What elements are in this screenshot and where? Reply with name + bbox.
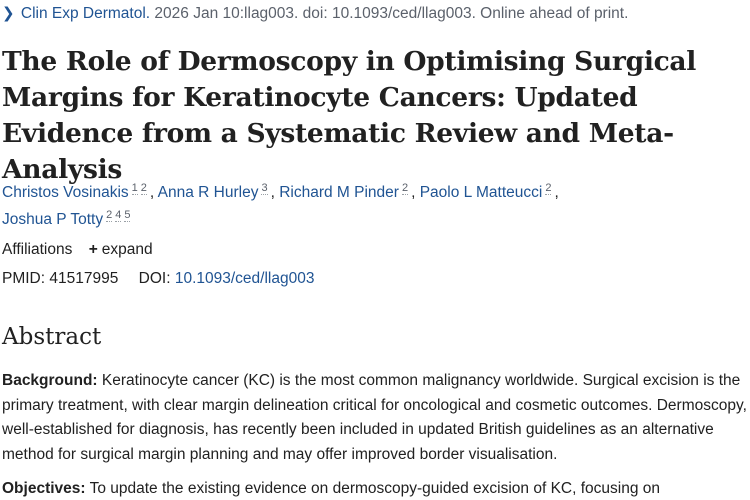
pmid-value: 41517995 [49, 270, 119, 287]
affiliation-ref[interactable]: 3 [261, 182, 268, 195]
abstract-heading: Abstract [2, 324, 102, 350]
citation-line: ❯ Clin Exp Dermatol. 2026 Jan 10:llag003… [2, 4, 628, 23]
abstract-objectives: Objectives: To update the existing evide… [2, 477, 750, 500]
affiliation-ref[interactable]: 5 [124, 209, 131, 222]
affiliation-ref[interactable]: 1 [131, 182, 138, 195]
author-link[interactable]: Richard M Pinder [279, 184, 399, 201]
author-separator: , [149, 184, 158, 201]
objectives-text: To update the existing evidence on dermo… [89, 480, 660, 497]
author-list: Christos Vosinakis 1 2, Anna R Hurley 3, Ri… [2, 177, 748, 231]
article-title: The Role of Dermoscopy in Optimising Sur… [2, 46, 697, 185]
identifiers-row: PMID: 41517995 DOI: 10.1093/ced/llag003 [2, 270, 314, 288]
affiliations-label: Affiliations [2, 241, 73, 258]
abstract-body: Background: Keratinocyte cancer (KC) is … [2, 369, 750, 500]
author-separator: , [554, 184, 559, 201]
doi-link[interactable]: 10.1093/ced/llag003 [174, 270, 315, 287]
author-separator: , [270, 184, 280, 201]
chevron-right-icon[interactable]: ❯ [2, 5, 15, 22]
author-affiliation-refs: 2 [545, 177, 554, 200]
affiliations-row: Affiliations + expand [2, 241, 153, 259]
doi-label: DOI: [138, 270, 171, 287]
affiliation-ref[interactable]: 2 [545, 182, 552, 195]
objectives-label: Objectives: [2, 480, 86, 497]
background-label: Background: [2, 372, 98, 389]
affiliation-ref[interactable]: 4 [115, 209, 122, 222]
pmid-label: PMID: [2, 270, 46, 287]
expand-label: expand [101, 241, 153, 258]
author-link[interactable]: Joshua P Totty [2, 211, 104, 228]
plus-icon: + [88, 241, 98, 258]
affiliations-expand-button[interactable]: + expand [89, 241, 153, 258]
author-link[interactable]: Christos Vosinakis [2, 184, 129, 201]
journal-link[interactable]: Clin Exp Dermatol. [20, 5, 151, 22]
abstract-background: Background: Keratinocyte cancer (KC) is … [2, 369, 750, 467]
author-link[interactable]: Paolo L Matteucci [419, 184, 543, 201]
affiliation-ref[interactable]: 2 [401, 182, 409, 195]
author-affiliation-refs: 2 [401, 177, 411, 200]
author-separator: , [411, 184, 420, 201]
citation-details: 2026 Jan 10:llag003. doi: 10.1093/ced/ll… [154, 5, 629, 22]
affiliation-ref[interactable]: 2 [140, 182, 147, 195]
background-text: Keratinocyte cancer (KC) is the most com… [2, 372, 747, 463]
author-link[interactable]: Anna R Hurley [157, 184, 259, 201]
affiliation-ref[interactable]: 2 [106, 209, 113, 222]
author-affiliation-refs: 3 [261, 177, 270, 200]
